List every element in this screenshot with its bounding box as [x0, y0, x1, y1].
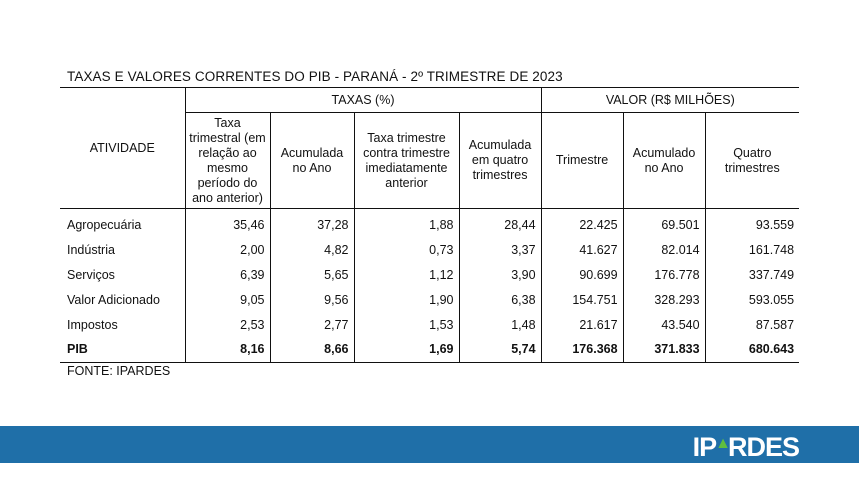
col-header-atividade: ATIVIDADE	[60, 87, 185, 209]
table-cell: 41.627	[540, 237, 624, 263]
row-label: Indústria	[67, 243, 115, 258]
table-cell: 6,39	[184, 262, 270, 288]
table-row: Serviços 6,39 5,65 1,12 3,90 90.699 176.…	[60, 262, 800, 288]
table-cell: 1,53	[353, 312, 459, 337]
table-cell: 161.748	[704, 237, 800, 263]
table-row: Indústria 2,00 4,82 0,73 3,37 41.627 82.…	[60, 237, 800, 263]
table-cell: 1,88	[353, 208, 459, 238]
ipardes-logo: IP▲RDES	[692, 428, 800, 463]
row-label: Serviços	[67, 267, 115, 282]
table-cell: 5,74	[458, 336, 542, 363]
table-cell: 4,82	[269, 237, 354, 263]
table-cell: 22.425	[540, 208, 624, 238]
table-cell: 9,05	[184, 287, 270, 313]
row-label: Valor Adicionado	[67, 292, 160, 307]
table-cell: 2,53	[184, 312, 270, 337]
table-cell: 1,48	[458, 312, 542, 337]
table-cell: 8,16	[184, 336, 270, 363]
footer-bar: IP▲RDES	[0, 426, 859, 463]
group-header-taxas: TAXAS (%)	[184, 87, 542, 113]
table-cell: 69.501	[622, 208, 706, 238]
group-header-valor: VALOR (R$ MILHÕES)	[540, 87, 800, 113]
table-cell: 5,65	[269, 262, 354, 288]
table-cell: 3,37	[458, 237, 542, 263]
col-header-valor-trimestre: Trimestre	[540, 112, 624, 209]
table-cell: 680.643	[704, 336, 800, 363]
table-cell: 6,38	[458, 287, 542, 313]
col-header-acumulada-ano: Acumulada no Ano	[269, 112, 354, 209]
table-cell: 8,66	[269, 336, 354, 363]
table-cell: 1,69	[353, 336, 459, 363]
table-cell: 154.751	[540, 287, 624, 313]
table-row: Agropecuária 35,46 37,28 1,88 28,44 22.4…	[60, 208, 800, 238]
col-header-taxa-trimestral: Taxa trimestral (em relação ao mesmo per…	[184, 112, 270, 209]
source-note: FONTE: IPARDES	[67, 364, 171, 378]
table-cell: 90.699	[540, 262, 624, 288]
table-cell: 328.293	[622, 287, 706, 313]
gdp-table: ATIVIDADE TAXAS (%) VALOR (R$ MILHÕES) T…	[60, 87, 800, 363]
row-label: Impostos	[67, 317, 118, 332]
table-cell: 93.559	[704, 208, 800, 238]
table-cell: 3,90	[458, 262, 542, 288]
table-cell: 371.833	[622, 336, 706, 363]
row-label: Agropecuária	[67, 218, 142, 233]
table-cell: 35,46	[184, 208, 270, 238]
table-cell: 2,77	[269, 312, 354, 337]
row-label: PIB	[60, 336, 185, 363]
table-cell: 87.587	[704, 312, 800, 337]
table-cell: 176.778	[622, 262, 706, 288]
table-cell: 21.617	[540, 312, 624, 337]
col-header-valor-quatro: Quatro trimestres	[704, 112, 800, 209]
table-cell: 43.540	[622, 312, 706, 337]
table-cell: 2,00	[184, 237, 270, 263]
table-title: TAXAS E VALORES CORRENTES DO PIB - PARAN…	[67, 69, 563, 84]
table-cell: 9,56	[269, 287, 354, 313]
col-header-trimestre-contra-trimestre: Taxa trimestre contra trimestre imediata…	[353, 112, 459, 209]
table-row: Impostos 2,53 2,77 1,53 1,48 21.617 43.5…	[60, 312, 800, 337]
table-cell: 28,44	[458, 208, 542, 238]
logo-text-right: RDES	[727, 432, 800, 462]
table-cell: 0,73	[353, 237, 459, 263]
table-row: Valor Adicionado 9,05 9,56 1,90 6,38 154…	[60, 287, 800, 313]
logo-text-left: IP	[692, 432, 717, 462]
col-header-acumulada-quatro: Acumulada em quatro trimestres	[458, 112, 542, 209]
table-cell: 82.014	[622, 237, 706, 263]
table-cell: 37,28	[269, 208, 354, 238]
table-cell: 593.055	[704, 287, 800, 313]
table-cell: 1,90	[353, 287, 459, 313]
col-header-valor-acumulado-ano: Acumulado no Ano	[622, 112, 706, 209]
table-cell: 1,12	[353, 262, 459, 288]
chevron-up-icon: ▲	[715, 435, 731, 452]
table-cell: 176.368	[540, 336, 624, 363]
table-cell: 337.749	[704, 262, 800, 288]
table-row-total: PIB 8,16 8,66 1,69 5,74 176.368 371.833 …	[60, 336, 800, 363]
